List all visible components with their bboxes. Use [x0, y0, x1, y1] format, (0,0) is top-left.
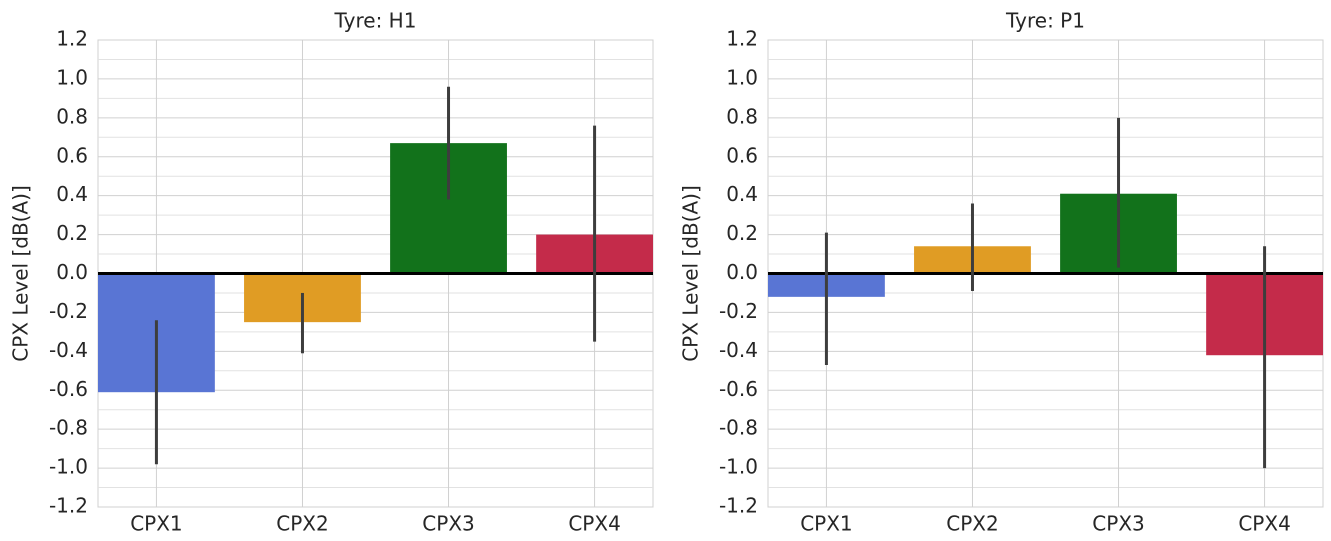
y-tick-label: -1.0	[719, 455, 758, 479]
y-tick-label: -0.2	[49, 299, 88, 323]
y-tick-label: -1.2	[49, 494, 88, 518]
y-tick-label: 0.4	[726, 182, 758, 206]
y-axis-label: CPX Level [dB(A)]	[9, 185, 33, 362]
x-tick-label: CPX2	[946, 512, 998, 536]
x-tick-label: CPX4	[1238, 512, 1290, 536]
chart-title: Tyre: P1	[1005, 9, 1085, 33]
y-tick-label: 0.0	[56, 260, 88, 284]
y-tick-label: 0.8	[56, 104, 88, 128]
y-tick-label: -0.4	[49, 338, 88, 362]
y-tick-label: 1.2	[726, 27, 758, 51]
y-tick-label: -1.2	[719, 494, 758, 518]
y-tick-label: 0.6	[726, 143, 758, 167]
x-tick-label: CPX1	[130, 512, 182, 536]
y-tick-label: -0.6	[49, 377, 88, 401]
x-tick-label: CPX3	[1092, 512, 1144, 536]
y-tick-label: 0.2	[726, 221, 758, 245]
y-tick-label: 0.4	[56, 182, 88, 206]
y-tick-label: 1.2	[56, 27, 88, 51]
y-tick-label: -0.6	[719, 377, 758, 401]
x-tick-label: CPX1	[800, 512, 852, 536]
y-tick-label: 0.8	[726, 104, 758, 128]
y-tick-label: -1.0	[49, 455, 88, 479]
y-tick-label: -0.4	[719, 338, 758, 362]
x-tick-label: CPX3	[422, 512, 474, 536]
y-tick-label: -0.8	[49, 416, 88, 440]
y-axis-label: CPX Level [dB(A)]	[679, 185, 703, 362]
y-tick-label: 0.2	[56, 221, 88, 245]
chart-title: Tyre: H1	[334, 9, 417, 33]
y-tick-label: -0.2	[719, 299, 758, 323]
y-tick-label: 0.6	[56, 143, 88, 167]
y-tick-label: 1.0	[56, 65, 88, 89]
x-tick-label: CPX4	[568, 512, 620, 536]
y-tick-label: 1.0	[726, 65, 758, 89]
y-tick-label: 0.0	[726, 260, 758, 284]
x-tick-label: CPX2	[276, 512, 328, 536]
y-tick-label: -0.8	[719, 416, 758, 440]
